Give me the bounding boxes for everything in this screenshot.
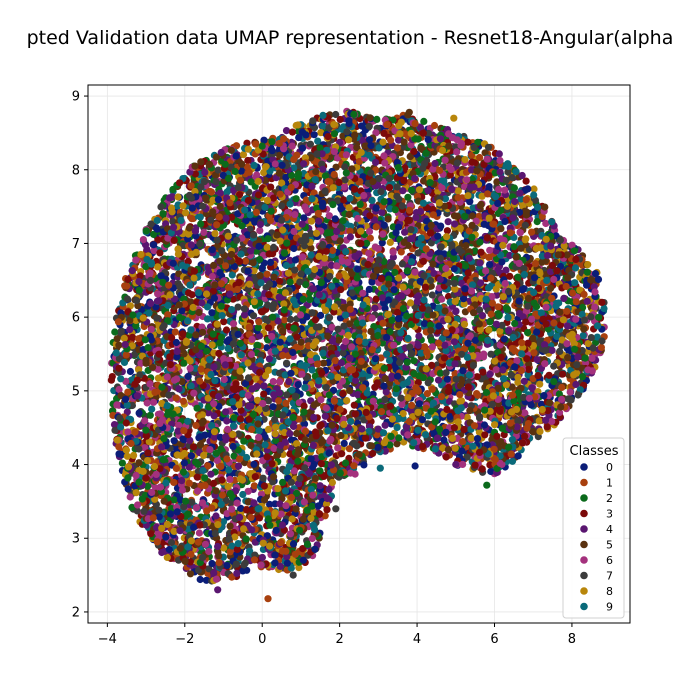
scatter-point-class-2 — [410, 357, 418, 365]
scatter-point-class-4 — [476, 259, 484, 267]
scatter-point-class-6 — [256, 227, 264, 235]
scatter-point-class-2 — [194, 460, 202, 469]
scatter-point-class-7 — [117, 327, 125, 335]
scatter-point-class-7 — [322, 384, 330, 392]
scatter-point-class-3 — [260, 390, 268, 398]
scatter-point-class-6 — [480, 350, 488, 358]
scatter-point-class-6 — [200, 228, 208, 237]
scatter-point-class-2 — [404, 193, 412, 201]
scatter-point-class-6 — [389, 248, 397, 256]
scatter-point-class-9 — [308, 366, 316, 374]
scatter-point-class-8 — [463, 413, 471, 421]
scatter-points — [107, 107, 608, 603]
scatter-point-class-0 — [115, 450, 123, 458]
scatter-point-class-5 — [393, 440, 401, 448]
scatter-point-class-5 — [384, 215, 392, 223]
scatter-point-class-9 — [319, 122, 327, 130]
scatter-point-class-7 — [278, 202, 286, 210]
scatter-point-class-4 — [444, 218, 452, 226]
scatter-point-class-8 — [122, 446, 130, 454]
scatter-point-class-0 — [250, 460, 258, 468]
scatter-point-class-0 — [126, 367, 134, 376]
scatter-point-class-4 — [378, 208, 386, 217]
scatter-point-class-2 — [247, 178, 255, 186]
scatter-point-class-2 — [180, 359, 188, 367]
scatter-point-class-0 — [486, 261, 494, 269]
scatter-point-class-0 — [196, 575, 204, 584]
scatter-point-class-8 — [179, 202, 187, 210]
chart-title: pted Validation data UMAP representation… — [27, 27, 674, 49]
scatter-point-class-9 — [393, 423, 401, 432]
scatter-point-class-2 — [146, 411, 154, 419]
scatter-point-class-6 — [492, 366, 500, 374]
scatter-point-class-6 — [115, 385, 123, 394]
scatter-point-class-6 — [269, 378, 277, 386]
scatter-point-class-2 — [533, 218, 541, 226]
scatter-point-class-4 — [110, 421, 119, 429]
scatter-point-class-3 — [479, 368, 487, 376]
scatter-point-class-8 — [514, 378, 522, 386]
scatter-point-class-4 — [486, 370, 494, 378]
scatter-point-class-4 — [452, 307, 460, 315]
scatter-point-class-9 — [600, 304, 608, 313]
scatter-point-class-6 — [132, 256, 140, 264]
scatter-point-class-8 — [454, 187, 462, 195]
scatter-point-class-6 — [195, 529, 203, 537]
scatter-point-class-0 — [170, 437, 178, 445]
scatter-point-class-8 — [584, 261, 592, 269]
scatter-point-class-6 — [139, 236, 147, 244]
scatter-point-class-2 — [111, 328, 119, 336]
scatter-point-class-4 — [502, 266, 510, 274]
scatter-point-class-8 — [530, 185, 538, 193]
